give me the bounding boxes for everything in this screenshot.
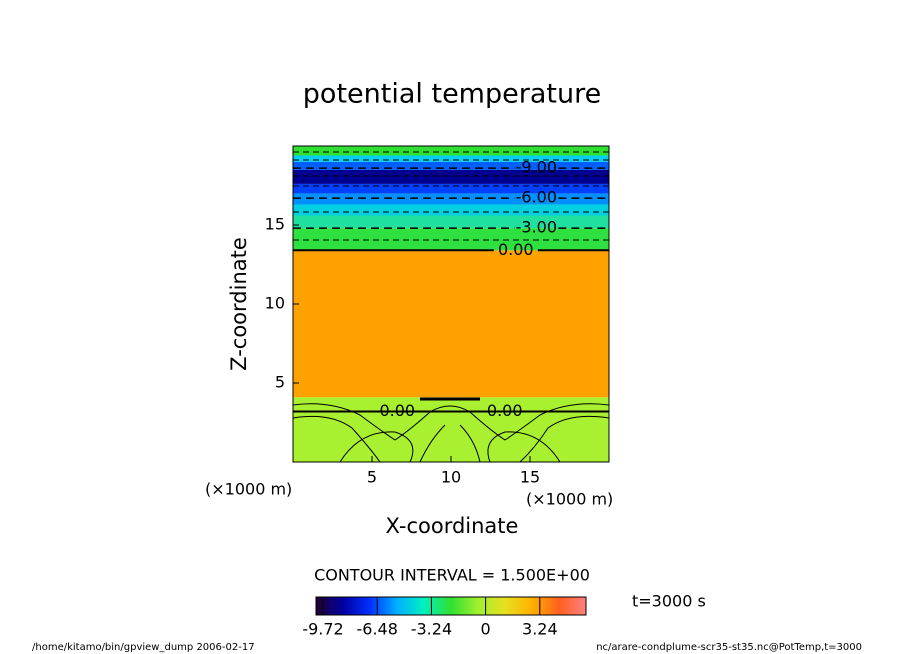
time-label: t=3000 s [632,592,706,611]
fill-band [293,183,609,194]
x-axis-label: X-coordinate [386,514,519,538]
chart-title: potential temperature [303,79,601,110]
contour-interval: CONTOUR INTERVAL = 1.500E+00 [314,566,590,585]
fill-band [293,146,609,156]
x-tick-label: 15 [520,468,540,487]
fill-band [293,204,609,216]
colorbar-tick-label: -9.72 [302,620,343,639]
fill-band [293,155,609,162]
y-tick-label: 15 [265,215,285,234]
decorative-contours [292,151,610,463]
contour-label: 0.00 [487,401,523,420]
x-tick-label: 10 [441,468,461,487]
fill-band [293,228,609,251]
colorbar-tick-label: 0 [481,620,491,639]
x-unit-label: (×1000 m) [526,490,613,509]
y-unit-label: (×1000 m) [205,480,292,499]
colorbar-tick-label: 3.24 [522,620,558,639]
contour-label: -3.00 [516,218,557,237]
y-tick-label: 10 [265,294,285,313]
plot-area [293,146,609,462]
fill-band [293,193,609,205]
colorbar-tick-label: -3.24 [411,620,452,639]
contour-label: -9.00 [516,158,557,177]
contour-label: -6.00 [516,188,557,207]
y-axis-label: Z-coordinate [227,237,251,371]
fill-band [293,250,609,398]
contour-label: 0.00 [498,240,534,259]
colorbar [315,596,587,616]
fill-band [293,169,609,184]
y-tick-label: 5 [275,373,285,392]
footer-right: nc/arare-condplume-scr35-st35.nc@PotTemp… [596,642,862,653]
x-tick-label: 5 [367,468,377,487]
fill-band [293,161,609,170]
footer-left: /home/kitamo/bin/gpview_dump 2006-02-17 [32,642,255,653]
colorbar-tick-label: -6.48 [357,620,398,639]
fill-band [293,215,609,229]
